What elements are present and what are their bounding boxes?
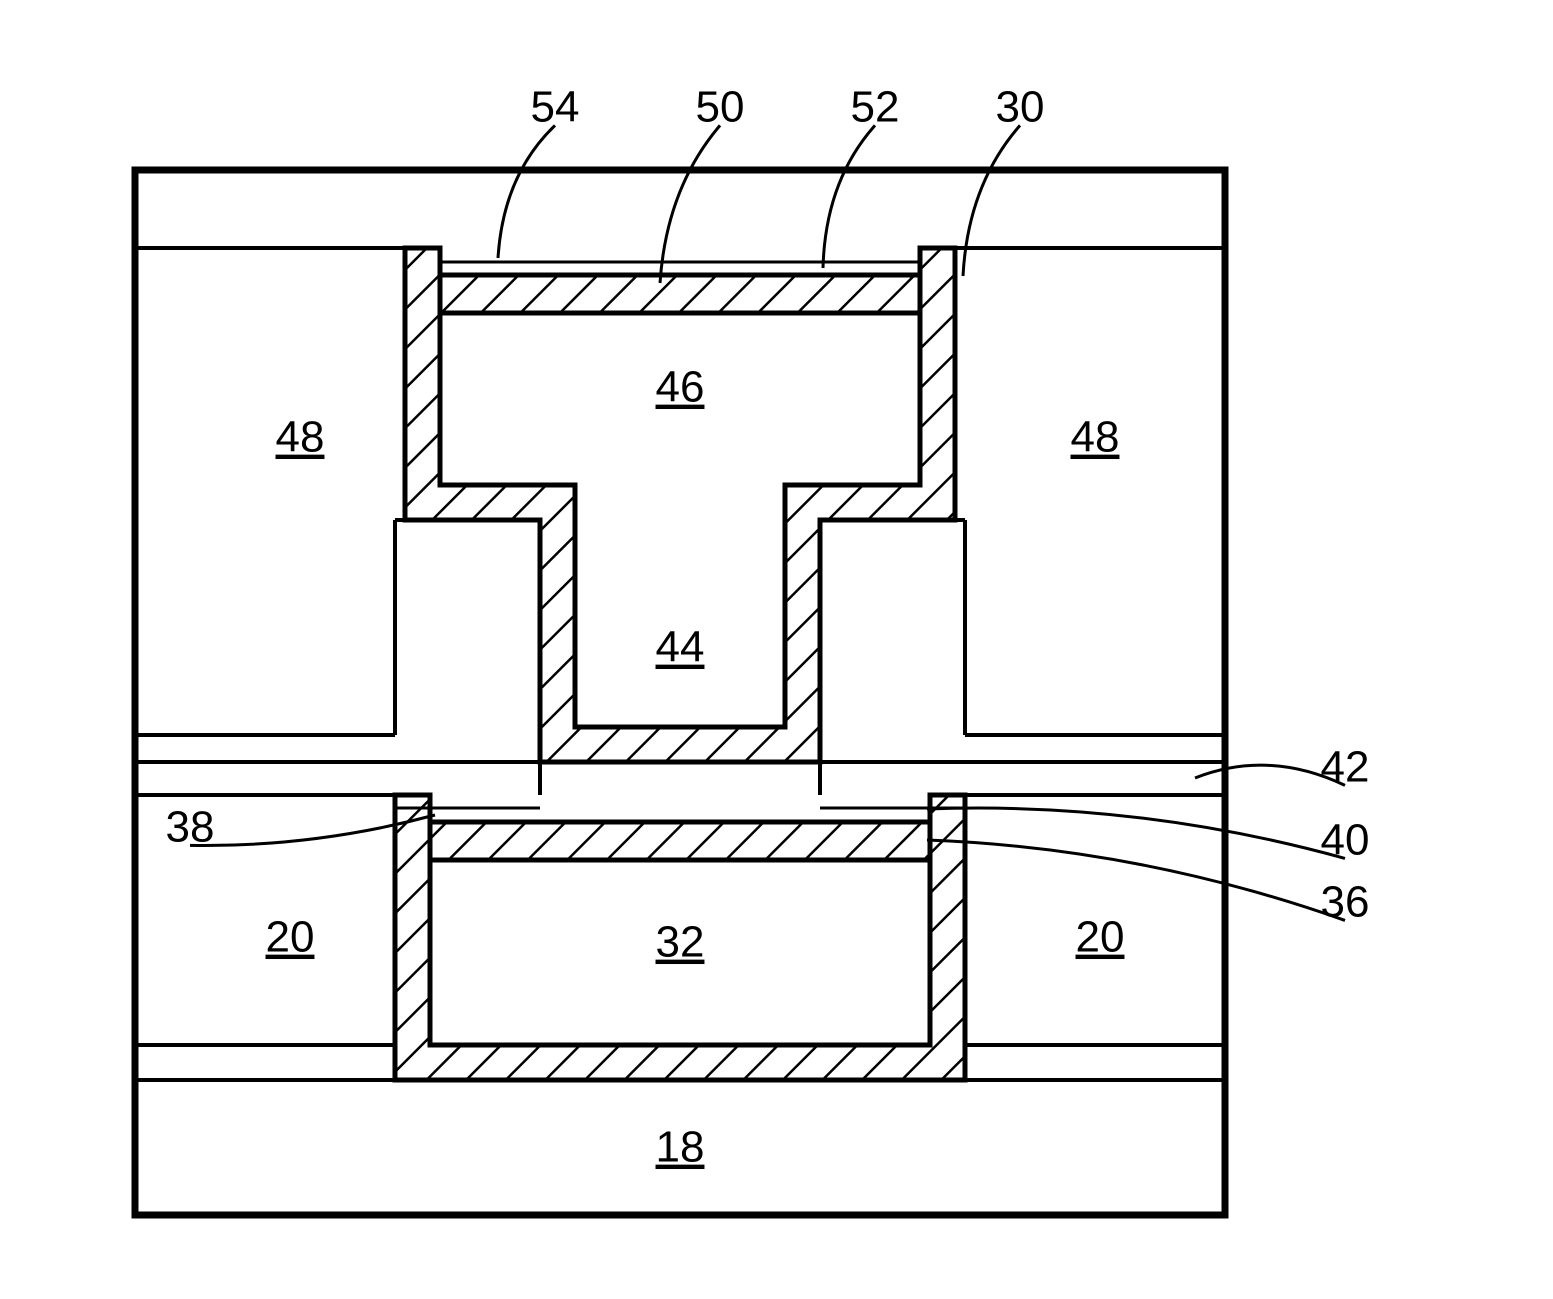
leader-label-54: 54 [531,83,580,132]
leader-label-42: 42 [1321,743,1370,792]
leader-line-40 [927,808,1345,858]
region-label-18: 18 [656,1123,705,1172]
region-label-20-right: 20 [1076,913,1125,962]
leader-labels: 54 50 52 30 42 40 36 38 [166,83,1370,927]
leader-line-30 [963,125,1020,276]
region-label-46: 46 [656,363,705,412]
region-label-48-left: 48 [276,413,325,462]
region-label-32: 32 [656,918,705,967]
liner-upper [405,248,955,762]
leader-label-52: 52 [851,83,900,132]
leader-label-38: 38 [166,803,215,852]
leader-label-30: 30 [996,83,1045,132]
cross-section-svg: 18 20 20 32 44 46 48 48 54 50 52 30 42 40 36 38 [0,0,1553,1299]
leader-line-54 [498,125,555,258]
leader-label-40: 40 [1321,816,1370,865]
layer-50-hatched [440,275,920,313]
leader-line-52 [823,125,875,268]
leader-line-36 [927,840,1345,920]
region-label-44: 44 [656,623,705,672]
region-label-48-right: 48 [1071,413,1120,462]
layer-36-hatched [430,822,930,860]
leader-label-50: 50 [696,83,745,132]
region-label-20-left: 20 [266,913,315,962]
diagram-canvas: 18 20 20 32 44 46 48 48 54 50 52 30 42 40 36 38 [0,0,1553,1299]
leader-label-36: 36 [1321,878,1370,927]
leader-line-50 [660,125,720,283]
